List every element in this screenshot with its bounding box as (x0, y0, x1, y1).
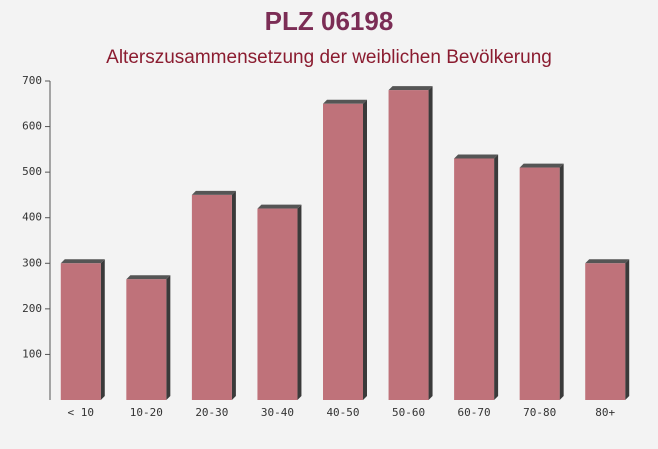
bar-side (231, 190, 236, 400)
bar-top (257, 204, 302, 209)
bar-top (585, 259, 630, 264)
chart-title: PLZ 06198 (265, 6, 394, 36)
bar (191, 194, 232, 400)
bar-side (625, 259, 630, 400)
bar-side (428, 86, 433, 400)
bar-top (60, 259, 105, 264)
y-tick-label: 100 (22, 347, 42, 360)
bar-top (323, 99, 367, 104)
x-tick-label: 60-70 (458, 406, 491, 419)
x-tick-label: < 10 (68, 406, 95, 419)
x-tick-label: 80+ (595, 406, 615, 419)
bar-side (297, 204, 302, 400)
bar (585, 263, 626, 400)
bar (454, 158, 495, 400)
bar-top (191, 190, 236, 195)
bar-side (559, 163, 564, 400)
bar (60, 263, 101, 400)
y-tick-label: 500 (22, 165, 42, 178)
y-tick-label: 400 (22, 211, 42, 224)
x-tick-label: 30-40 (261, 406, 294, 419)
bar-top (454, 154, 499, 159)
y-tick-label: 600 (22, 120, 42, 133)
bar-top (519, 163, 564, 168)
bar-side (494, 154, 499, 400)
bar-side (166, 275, 171, 400)
x-tick-label: 50-60 (392, 406, 425, 419)
y-tick-label: 200 (22, 302, 42, 315)
bar-side (363, 99, 367, 401)
bar (323, 103, 363, 401)
bar-top (388, 86, 433, 91)
y-tick-label: 300 (22, 256, 42, 269)
x-tick-label: 10-20 (130, 406, 163, 419)
bar (388, 90, 429, 400)
chart-subtitle: Alterszusammensetzung der weiblichen Bev… (106, 47, 552, 68)
x-tick-label: 20-30 (195, 406, 228, 419)
bar-side (100, 259, 105, 400)
bar-top (126, 275, 171, 280)
bar (257, 208, 298, 400)
bar (519, 167, 560, 400)
y-tick-label: 700 (22, 74, 42, 87)
x-tick-label: 70-80 (523, 406, 556, 419)
x-tick-label: 40-50 (326, 406, 359, 419)
bar (126, 279, 167, 400)
